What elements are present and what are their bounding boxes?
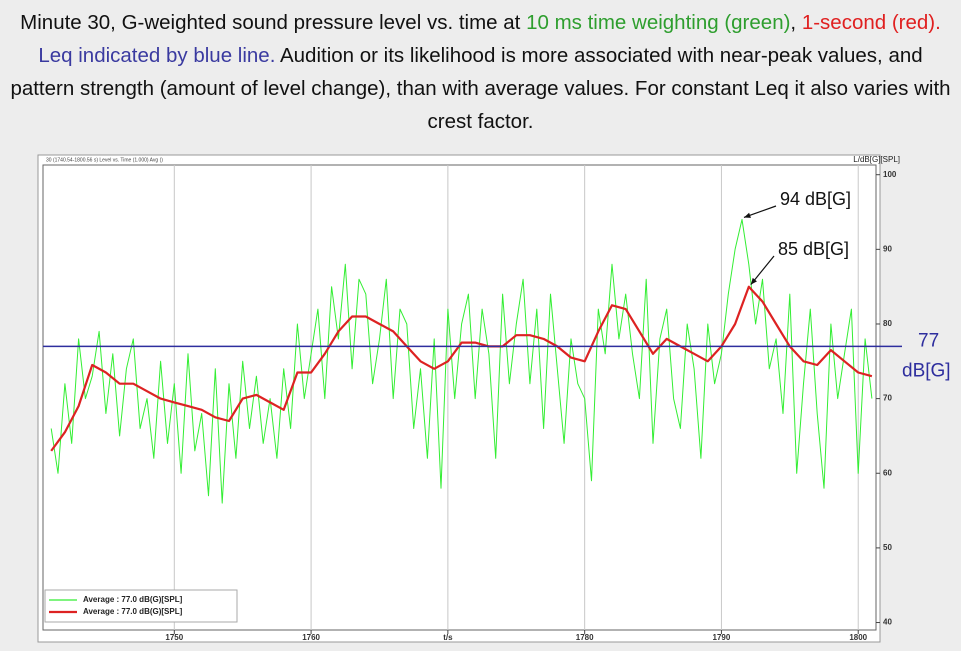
title-part: 10 ms time weighting (green): [526, 11, 791, 34]
annotation-arrowhead: [743, 212, 751, 218]
x-tick-label: 1750: [165, 633, 183, 642]
series-line: [50, 285, 873, 452]
x-tick-label: 1760: [302, 633, 320, 642]
x-tick-label: 1790: [713, 633, 731, 642]
x-tick-label: t/s: [443, 633, 453, 642]
y-tick-label: 100: [883, 170, 897, 179]
y-tick-label: 70: [883, 394, 892, 403]
annotation: 85 dB[G]: [778, 239, 849, 259]
y-tick-label: 40: [883, 618, 892, 627]
y-tick-label: 50: [883, 543, 892, 552]
title-part: ,: [790, 11, 802, 34]
legend-box: [44, 589, 238, 623]
title-part: Audition or its likelihood is more assoc…: [10, 44, 951, 133]
plot-area: [42, 164, 877, 631]
title-part: Leq indicated by blue line.: [38, 44, 276, 67]
y-tick-label: 80: [883, 319, 892, 328]
x-tick-label: 1800: [849, 633, 867, 642]
series-line: [50, 219, 873, 504]
y-tick-label: 90: [883, 244, 892, 253]
legend-label: Average : 77.0 dB(G)[SPL]: [83, 595, 183, 604]
reference-label: dB[G]: [902, 360, 951, 381]
chart-title: Minute 30, G-weighted sound pressure lev…: [10, 6, 951, 138]
annotation-arrowhead: [750, 277, 757, 285]
chart-subtitle: 30 (1740.54-1800.56 s) Level vs. Time (1…: [46, 157, 163, 163]
legend-label: Average : 77.0 dB(G)[SPL]: [83, 607, 183, 616]
y-tick-label: 60: [883, 468, 892, 477]
annotation: 94 dB[G]: [780, 189, 851, 209]
x-tick-label: 1780: [576, 633, 594, 642]
y-axis-label: L/dB[G][SPL]: [853, 155, 900, 164]
title-part: 1-second (red).: [801, 11, 941, 34]
reference-label: 77: [918, 330, 939, 351]
title-part: Minute 30, G-weighted sound pressure lev…: [20, 11, 527, 34]
